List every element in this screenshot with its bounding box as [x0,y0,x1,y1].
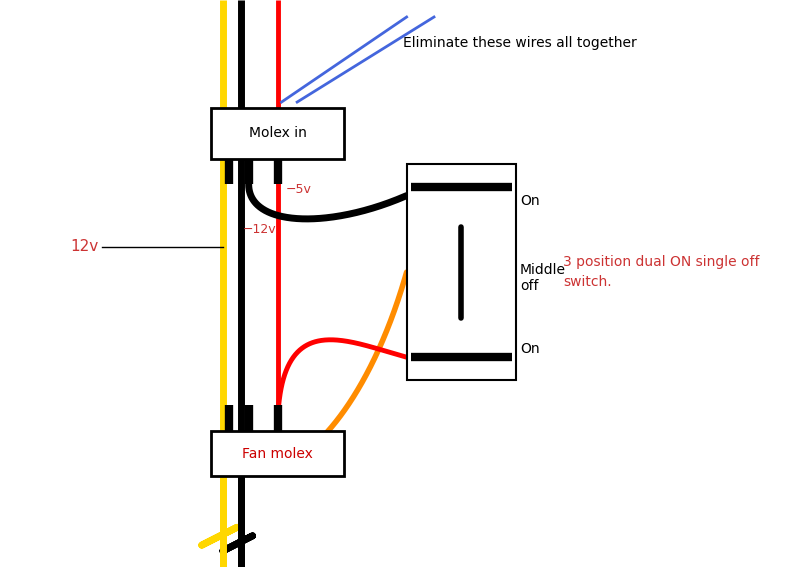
Text: −12v: −12v [243,223,275,236]
FancyBboxPatch shape [406,164,516,380]
Text: Eliminate these wires all together: Eliminate these wires all together [402,36,636,49]
FancyBboxPatch shape [211,431,344,476]
Text: 12v: 12v [71,239,99,254]
Text: Molex in: Molex in [248,126,306,140]
Text: On: On [520,342,539,356]
Text: Middle
off: Middle off [520,263,565,293]
Text: On: On [520,194,539,208]
FancyBboxPatch shape [211,108,344,159]
Text: −5v: −5v [285,184,311,196]
Text: Fan molex: Fan molex [242,447,312,460]
Text: 3 position dual ON single off
switch.: 3 position dual ON single off switch. [562,255,759,289]
